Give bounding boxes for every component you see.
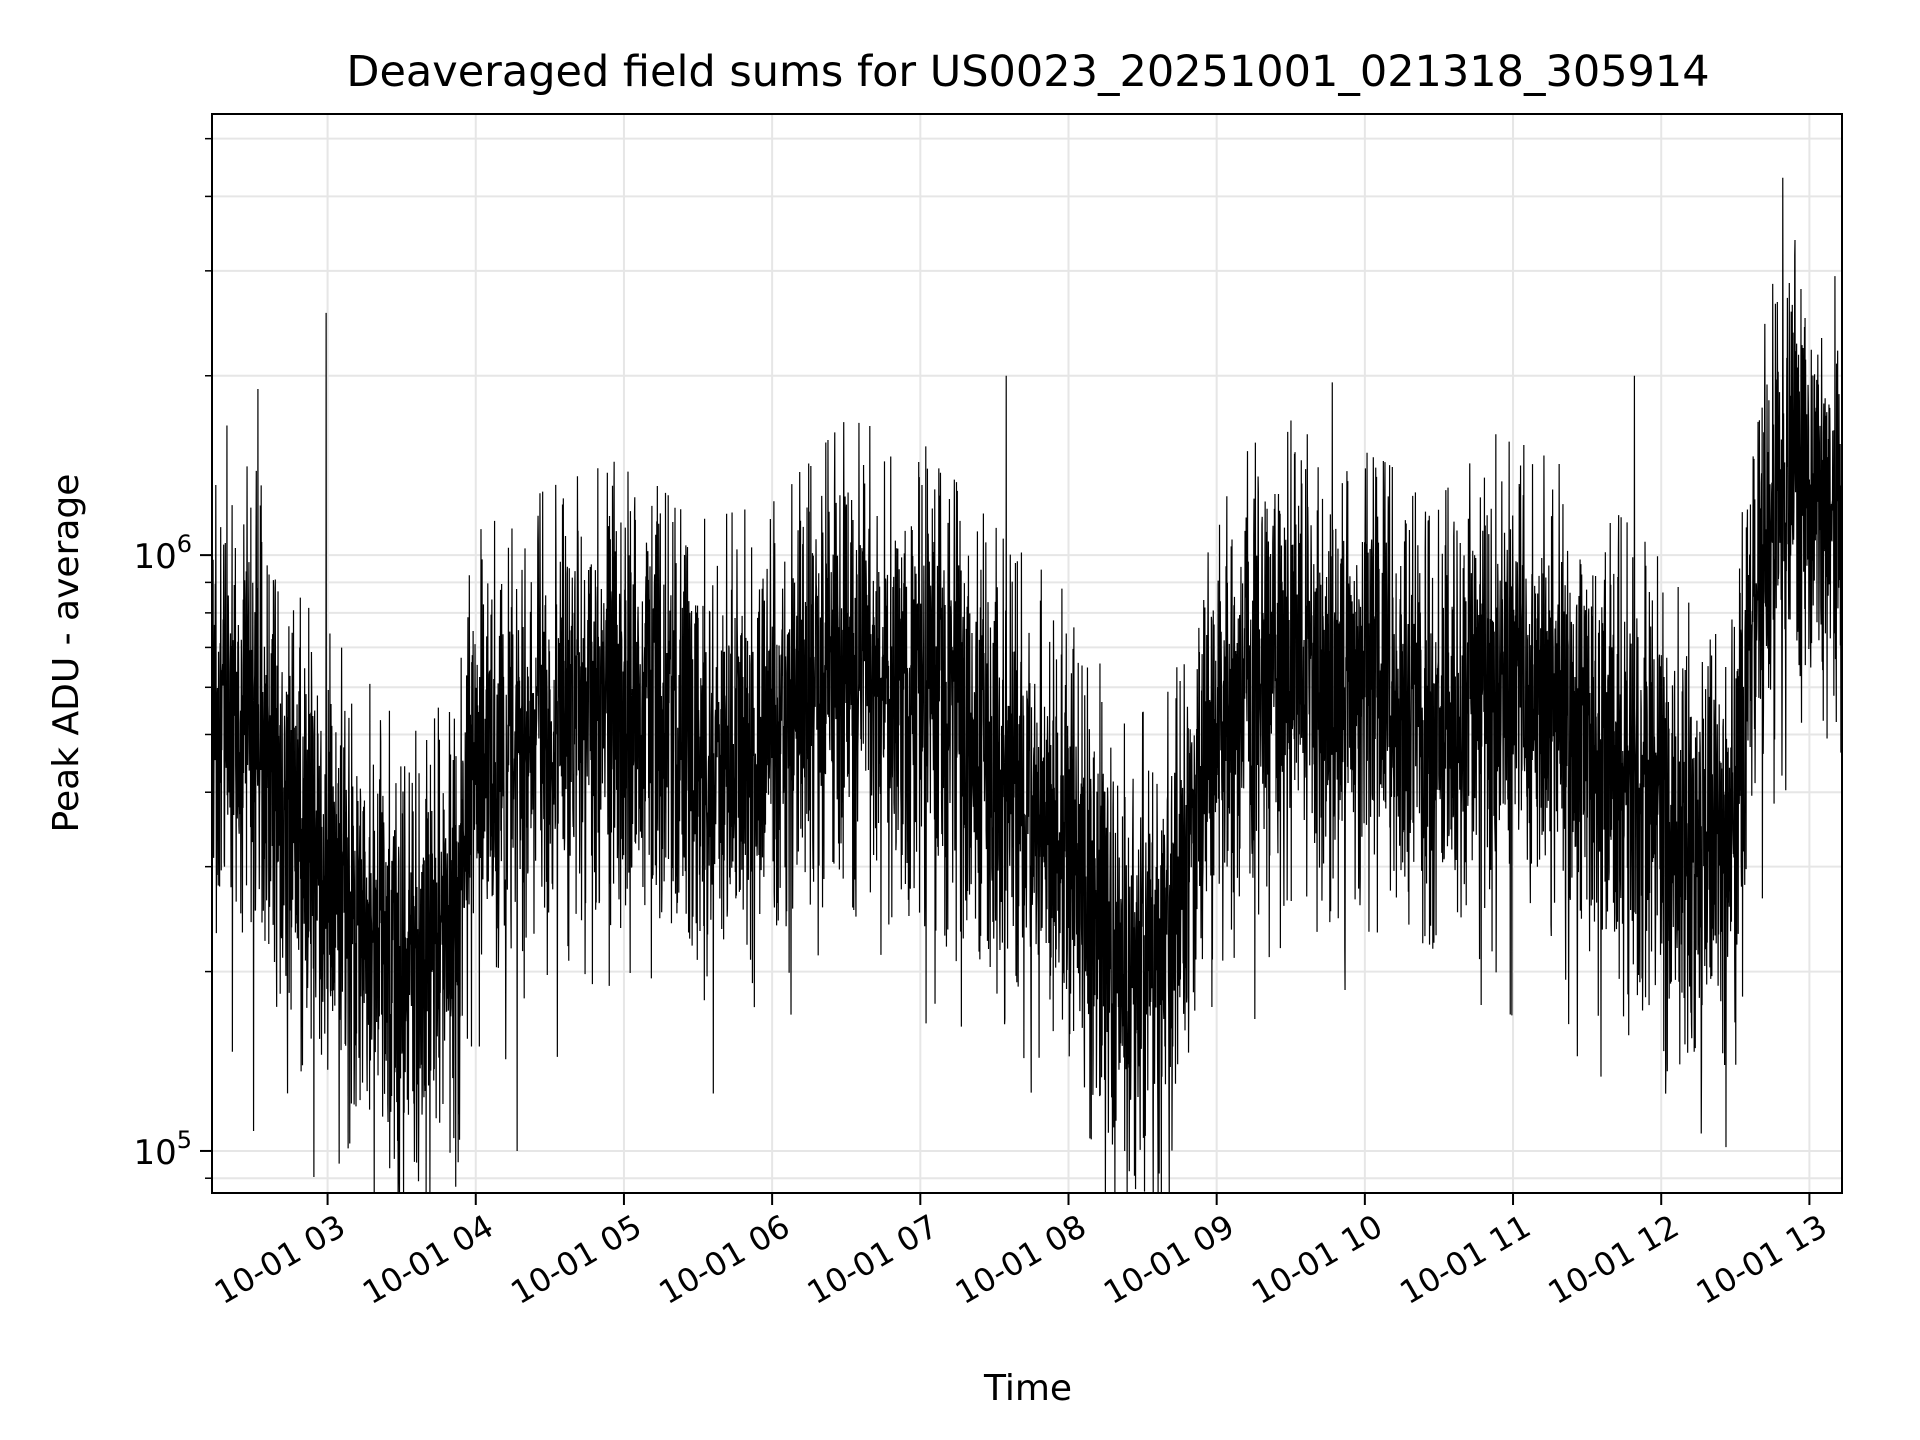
x-axis-label: Time (983, 1368, 1072, 1409)
y-axis-label: Peak ADU - average (46, 474, 87, 833)
chart: 10-01 03 10-01 04 10-01 05 10-01 06 10-01 07… (0, 0, 1920, 1440)
chart-title: Deaveraged field sums for US0023_2025100… (346, 47, 1709, 97)
